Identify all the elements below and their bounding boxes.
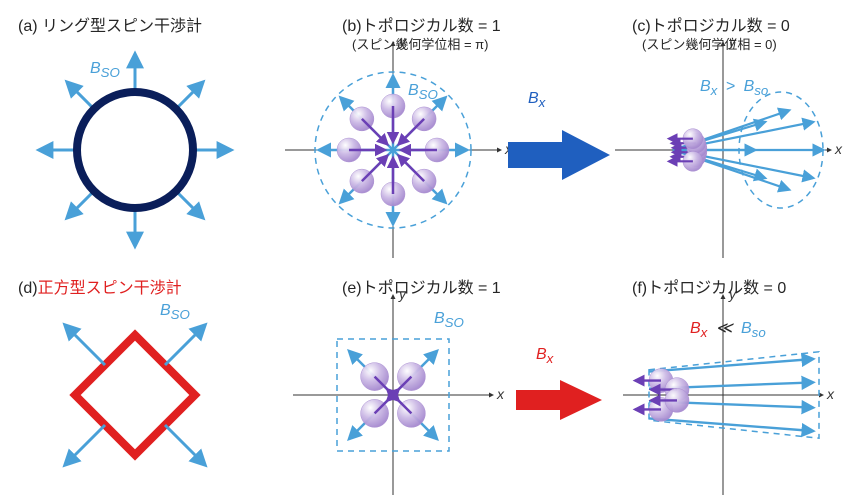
svg-text:x: x [834,141,843,157]
svg-text:y: y [398,286,407,302]
svg-text:y: y [728,286,737,302]
big-arrow-bc-label: Bx [528,90,545,110]
panel-c-label: (c)トポロジカル数 = 0 [632,12,790,36]
panel-c-svg: xy [608,40,858,260]
big-arrow-bc [500,120,620,190]
svg-text:x: x [496,386,505,402]
panel-b-svg: xy [278,40,508,260]
panel-e-svg: xy [278,290,508,500]
svg-text:y: y [398,33,407,49]
big-arrow-ef-label: Bx [536,346,553,366]
panel-f-svg: xy [608,290,858,500]
svg-text:x: x [826,386,835,402]
panel-a-label: (a) リング型スピン干渉計 [18,12,202,36]
panel-a-svg [20,40,250,260]
big-arrow-ef [510,372,610,428]
svg-text:y: y [728,33,737,49]
panel-d-svg [20,290,250,500]
panel-b-label: (b)トポロジカル数 = 1 [342,12,501,36]
